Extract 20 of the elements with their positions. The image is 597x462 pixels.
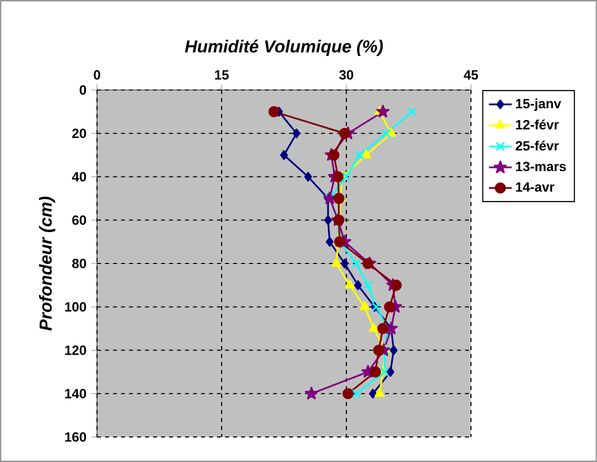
legend-label: 15-janv: [516, 98, 562, 111]
y-tick-label: 100: [65, 302, 86, 312]
y-tick-label: 80: [72, 258, 86, 268]
y-axis-title: Profondeur (cm): [39, 196, 56, 331]
legend-label: 13-mars: [516, 162, 566, 172]
x-tick-label: 0: [94, 70, 100, 80]
y-tick-label: 140: [65, 388, 86, 398]
y-tick-label: 60: [72, 215, 86, 225]
legend-label: 14-avr: [516, 182, 554, 192]
y-tick-label: 40: [72, 172, 86, 182]
y-tick-label: 0: [80, 85, 86, 95]
y-tick-label: 20: [72, 128, 86, 138]
legend-label: 12-févr: [516, 120, 559, 130]
chart-title: Humidité Volumique (%): [184, 40, 383, 56]
x-tick-label: 15: [215, 70, 229, 80]
legend-label: 25-févr: [516, 140, 559, 151]
x-tick-label: 45: [464, 70, 478, 80]
y-tick-label: 120: [65, 346, 86, 355]
y-tick-label: 160: [65, 432, 86, 442]
x-tick-label: 30: [339, 70, 354, 80]
